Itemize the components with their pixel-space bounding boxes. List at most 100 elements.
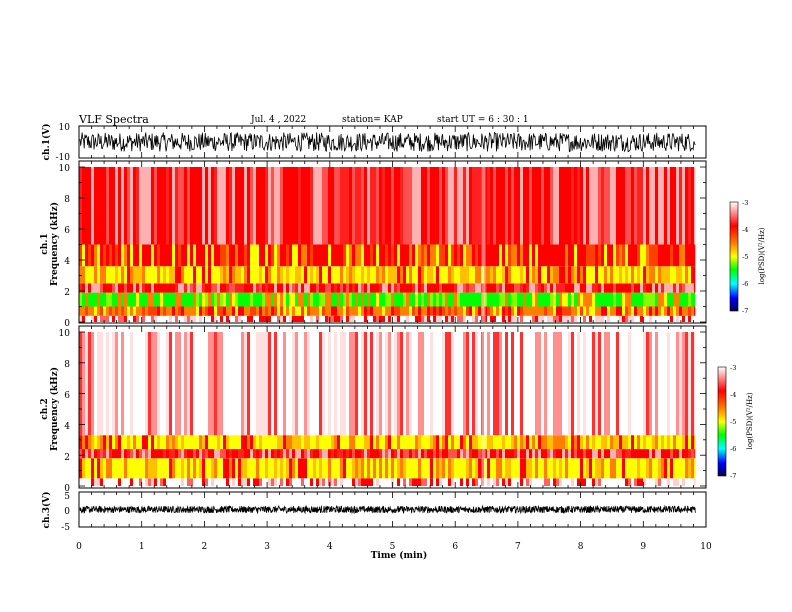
ch1-spectrogram-cell	[208, 244, 211, 267]
ch1-spectrogram-cell	[433, 167, 436, 245]
ch1-spectrogram-cell	[541, 315, 544, 322]
ch2-spectrogram-cell	[592, 478, 595, 486]
ch1-spectrogram-cell	[244, 306, 247, 316]
ch1-spectrogram-cell	[199, 167, 202, 245]
ch2-spectrogram-cell	[307, 478, 310, 486]
ch1-spectrogram-cell	[133, 315, 136, 322]
ch1-spectrogram-cell	[490, 266, 493, 284]
x-axis-label: Time (min)	[371, 550, 428, 561]
ch1-spectrogram-cell	[676, 244, 679, 267]
ch1-spectrogram-cell	[535, 306, 538, 316]
ch1-spectrogram-cell	[472, 306, 475, 316]
ch1-spectrogram-cell	[127, 315, 130, 322]
ch1-spectrogram-cell	[448, 315, 451, 322]
ch2-spectrogram-cell	[694, 449, 696, 459]
ch2-freq-tick-10: 10	[59, 329, 71, 339]
ch1-spectrogram-cell	[385, 315, 388, 322]
ch2-spectrogram-cell	[286, 435, 289, 450]
ch2-spectrogram-cell	[280, 449, 283, 459]
xtick-8: 8	[578, 542, 584, 552]
ch1-spectrogram-cell	[151, 283, 154, 293]
ch1-spectrogram-cell	[694, 167, 696, 245]
ch2-spectrogram-cell	[352, 478, 355, 486]
ch1-spectrogram-cell	[397, 266, 400, 284]
ch2-spectrogram-cell	[253, 332, 256, 436]
ch2-spectrogram-cell	[511, 449, 514, 459]
ch2-colorbar: -3 -4 -5 -6 -7 log(PSD)(V²/Hz)	[717, 364, 754, 480]
ch1-spectrogram-cell	[214, 266, 217, 284]
ch2-spectrogram-cell	[187, 458, 190, 479]
ch2-spectrogram-cell	[163, 332, 166, 436]
ch1-spectrogram-cell	[370, 266, 373, 284]
ch1-spectrogram-cell	[256, 292, 259, 307]
ch2-spectrogram-cell	[79, 478, 82, 486]
ch2-spectrogram-cell	[514, 478, 517, 486]
ch2-spectrogram-cell	[475, 478, 478, 486]
ch1-spectrogram-cell	[187, 306, 190, 316]
ch1-spectrogram-cell	[298, 315, 301, 322]
ch1-spectrogram-cell	[397, 292, 400, 307]
ch2-spectrogram-cell	[121, 449, 124, 459]
ch1-spectrogram-cell	[142, 306, 145, 316]
ch1-spectrogram-cell	[211, 315, 214, 322]
ch1-spectrogram-cell	[322, 167, 325, 245]
ch1-spectrogram-cell	[493, 167, 496, 245]
ch1-spectrogram-cell	[679, 306, 682, 316]
ch1-spectrogram-cell	[541, 266, 544, 284]
ch2-spectrogram-cell	[124, 478, 127, 486]
ch1-spectrogram-cell	[109, 266, 112, 284]
ch1-spectrogram-cell	[628, 315, 631, 322]
ch2-spectrogram-cell	[676, 435, 679, 450]
ch1-spectrogram-cell	[136, 292, 139, 307]
ch1-spectrogram-cell	[241, 315, 244, 322]
ch2-spectrogram-cell	[580, 435, 583, 450]
ch2-spectrogram-cell	[601, 435, 604, 450]
ch1-spectrogram-cell	[652, 283, 655, 293]
ch2-spectrogram-cell	[664, 332, 667, 436]
ch2-spectrogram-cell	[358, 435, 361, 450]
ch2-spectrogram-cell	[589, 332, 592, 436]
ch1-spectrogram-cell	[499, 292, 502, 307]
ch2-spectrogram-cell	[544, 449, 547, 459]
ch2-spectrogram-cell	[523, 458, 526, 479]
ch2-spectrogram-cell	[313, 478, 316, 486]
ch1-spectrogram-cell	[466, 266, 469, 284]
ch1-spectrogram-cell	[178, 315, 181, 322]
ch2-spectrogram-cell	[445, 478, 448, 486]
ch2-spectrogram-cell	[448, 478, 451, 486]
ch1-spectrogram-cell	[253, 315, 256, 322]
ch1-spectrogram-cell	[178, 283, 181, 293]
ch1-spectrogram-cell	[169, 167, 172, 245]
ch2-spectrogram-cell	[676, 449, 679, 459]
ch1-spectrogram-cell	[430, 292, 433, 307]
ch1-spectrogram-cell	[226, 266, 229, 284]
ch2-spectrogram-cell	[376, 435, 379, 450]
ch2-spectrogram-cell	[82, 449, 85, 459]
ch2-spectrogram-cell	[622, 435, 625, 450]
x-axis: 0 1 2 3 4 5 6 7 8 9 10 Time (min)	[76, 542, 712, 561]
ch1-spectrogram-cell	[478, 167, 481, 245]
ch2-spectrogram-cell	[601, 478, 604, 486]
ch1-spectrogram-cell	[691, 167, 694, 245]
ch2-spectrogram-cell	[574, 435, 577, 450]
ch2-spectrogram-cell	[301, 332, 304, 436]
ch2-spectrogram-cell	[373, 332, 376, 436]
ch1-spectrogram-cell	[508, 292, 511, 307]
ch1-spectrogram-cell	[103, 283, 106, 293]
ch2-spectrogram-cell	[403, 435, 406, 450]
ch2-spectrogram-cell	[229, 435, 232, 450]
ch1-spectrogram-cell	[130, 315, 133, 322]
ch1-spectrogram-cell	[184, 283, 187, 293]
ch1-spectrogram-cell	[100, 292, 103, 307]
xtick-3: 3	[264, 542, 270, 552]
ch2-spectrogram-cell	[283, 435, 286, 450]
ch1-spectrogram-cell	[670, 266, 673, 284]
ch1-spectrogram-cell	[514, 315, 517, 322]
ch1-spectrogram-cell	[121, 292, 124, 307]
ch1-spectrogram-cell	[310, 244, 313, 267]
ch2-spectrogram-cell	[121, 332, 124, 436]
ch1-spectrogram-cell	[313, 283, 316, 293]
ch1-spectrogram-cell	[154, 244, 157, 267]
ch1-spectrogram-cell	[538, 292, 541, 307]
ch1-spectrogram-cell	[325, 315, 328, 322]
